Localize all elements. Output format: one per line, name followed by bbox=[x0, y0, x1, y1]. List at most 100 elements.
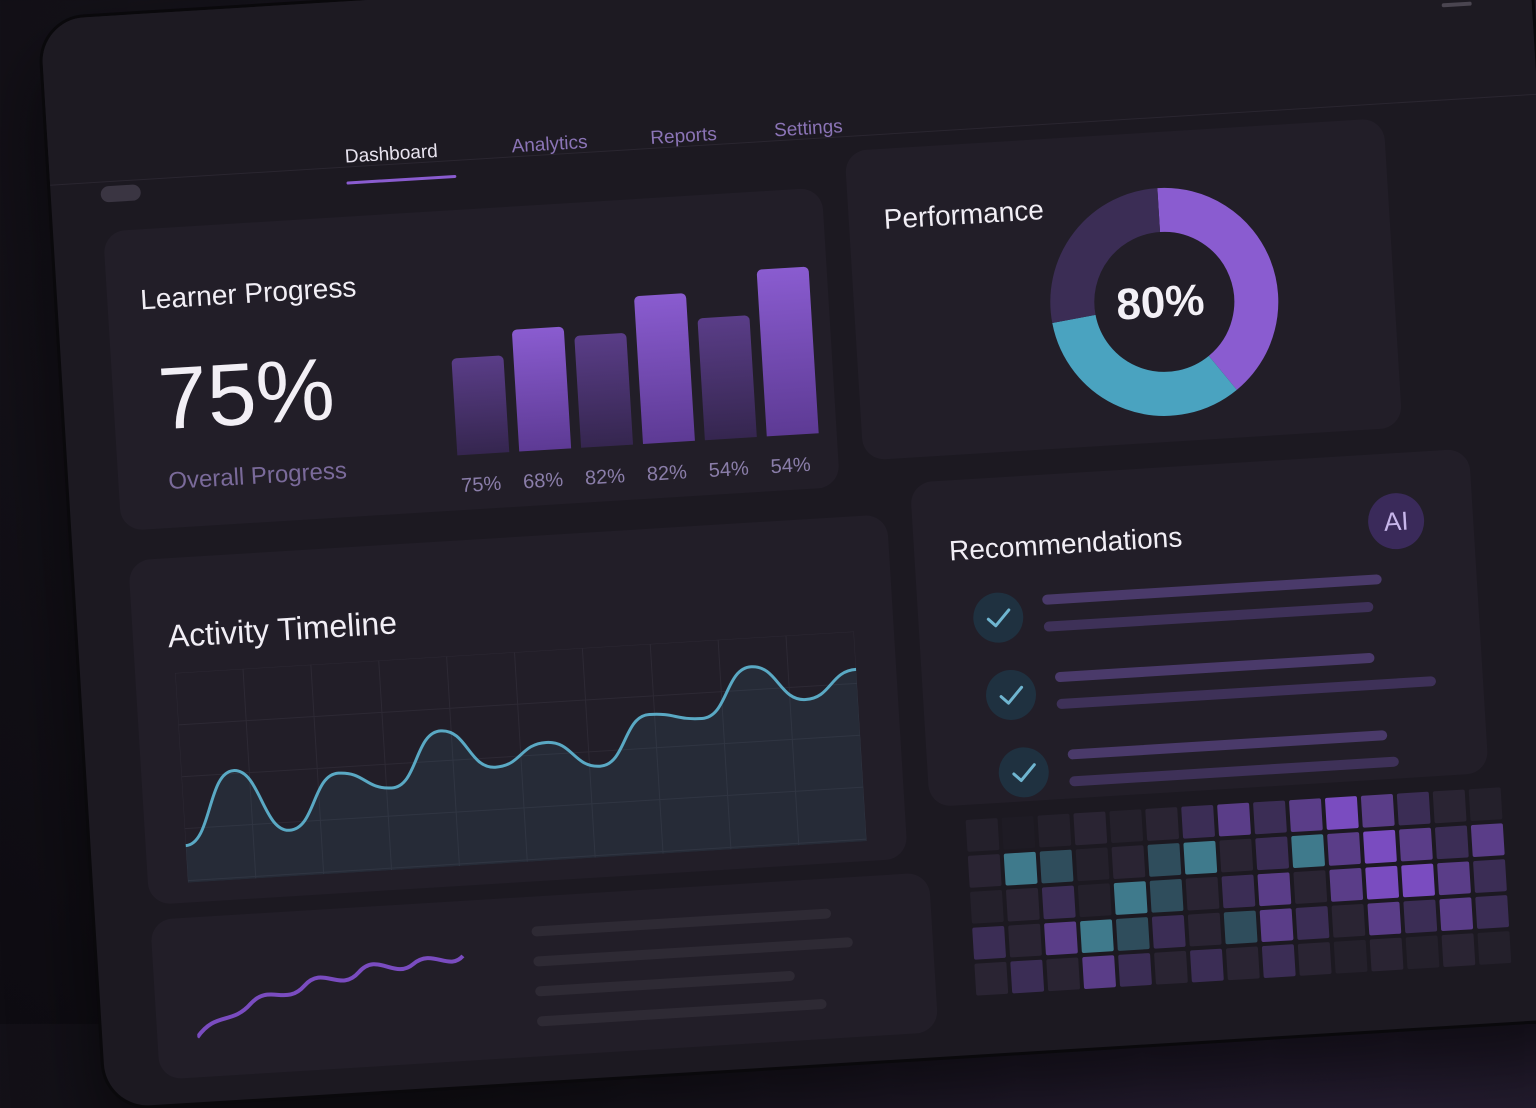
heatmap-cell bbox=[1405, 935, 1440, 970]
heatmap-cell bbox=[1297, 941, 1332, 976]
heatmap-cell bbox=[1261, 944, 1296, 979]
heatmap-cell bbox=[1041, 885, 1076, 920]
grid-line bbox=[242, 668, 257, 879]
heatmap-cell bbox=[1403, 899, 1438, 934]
recommendation-text-line bbox=[1041, 574, 1382, 605]
recommendation-text-line bbox=[1056, 676, 1437, 710]
grid-line bbox=[184, 786, 864, 830]
heatmap-cell bbox=[1044, 921, 1078, 956]
grid-line bbox=[310, 664, 325, 875]
heatmap-cell bbox=[1183, 840, 1218, 875]
tab-settings[interactable]: Settings bbox=[773, 116, 844, 142]
heatmap-cell bbox=[1432, 789, 1467, 824]
progress-bar bbox=[756, 266, 819, 437]
heatmap-cell bbox=[1147, 842, 1182, 877]
grid-line bbox=[187, 838, 867, 882]
heatmap-cell bbox=[1115, 917, 1150, 951]
heatmap-cell bbox=[1288, 798, 1323, 833]
heatmap-cell bbox=[1324, 796, 1359, 830]
performance-card: Performance 80% bbox=[844, 118, 1403, 461]
activity-timeline-title: Activity Timeline bbox=[166, 604, 398, 655]
heatmap-cell bbox=[1434, 825, 1469, 860]
bar-label: 54% bbox=[769, 453, 812, 479]
heatmap-cell bbox=[1295, 906, 1330, 940]
heatmap-cell bbox=[969, 889, 1004, 924]
app-logo-pill bbox=[100, 184, 142, 203]
tab-dashboard[interactable]: Dashboard bbox=[344, 140, 439, 168]
grid-line bbox=[175, 672, 189, 883]
check-icon[interactable] bbox=[997, 745, 1051, 799]
heatmap-cell bbox=[1293, 870, 1328, 905]
recommendation-text-line bbox=[1067, 730, 1388, 760]
heatmap-cell bbox=[1082, 955, 1117, 990]
heatmap-cell bbox=[1217, 802, 1251, 837]
recommendation-text-line bbox=[1043, 601, 1374, 632]
heatmap-cell bbox=[1010, 959, 1045, 994]
heatmap-cell bbox=[1181, 804, 1216, 839]
heatmap-cell bbox=[1113, 881, 1148, 916]
bar-label: 82% bbox=[646, 461, 688, 486]
ai-badge[interactable]: AI bbox=[1366, 491, 1426, 551]
heatmap-cell bbox=[1367, 901, 1402, 936]
placeholder-line bbox=[534, 970, 796, 997]
heatmap-cell bbox=[1365, 865, 1400, 900]
heatmap-cell bbox=[1257, 872, 1292, 907]
heatmap-cell bbox=[967, 853, 1002, 888]
heatmap-cell bbox=[1005, 887, 1040, 922]
heatmap-cell bbox=[1331, 903, 1366, 938]
heatmap-cell bbox=[1327, 831, 1361, 866]
heatmap-cell bbox=[1259, 908, 1294, 943]
heatmap-cell bbox=[1037, 813, 1072, 848]
grid-line bbox=[853, 631, 867, 842]
progress-bar bbox=[697, 314, 757, 441]
performance-value: 80% bbox=[1114, 275, 1206, 330]
check-icon[interactable] bbox=[984, 668, 1038, 722]
grid-line bbox=[513, 652, 528, 862]
overall-progress-label: Overall Progress bbox=[167, 457, 348, 495]
donut-segment bbox=[1050, 188, 1161, 324]
heatmap-cell bbox=[1360, 793, 1395, 828]
grid-line bbox=[378, 660, 393, 871]
heatmap-cell bbox=[972, 925, 1007, 960]
heatmap-cell bbox=[1079, 919, 1114, 954]
bar-label: 54% bbox=[708, 457, 750, 482]
heatmap-cell bbox=[1149, 878, 1184, 913]
heatmap-cell bbox=[1073, 811, 1108, 846]
recommendation-text-line bbox=[1069, 756, 1400, 787]
heatmap-cell bbox=[1225, 946, 1260, 981]
check-icon[interactable] bbox=[971, 591, 1025, 645]
heatmap-cell bbox=[1398, 827, 1433, 862]
tab-analytics[interactable]: Analytics bbox=[510, 131, 589, 158]
heatmap-cell bbox=[1223, 910, 1258, 945]
placeholder-line bbox=[531, 908, 832, 937]
activity-line-chart bbox=[175, 631, 867, 883]
learner-progress-card: Learner Progress 75% Overall Progress 75… bbox=[103, 187, 841, 531]
bottom-chart-card bbox=[150, 872, 939, 1080]
heatmap-cell bbox=[1291, 834, 1326, 869]
heatmap-cell bbox=[1154, 950, 1188, 985]
menu-icon[interactable] bbox=[1441, 0, 1472, 12]
bar-label: 82% bbox=[584, 465, 626, 490]
heatmap-cell bbox=[1118, 952, 1152, 987]
heatmap-cell bbox=[1253, 800, 1287, 835]
recommendation-text-line bbox=[1054, 652, 1375, 683]
heatmap-cell bbox=[1039, 849, 1074, 884]
progress-bar bbox=[633, 293, 695, 444]
grid-line bbox=[178, 682, 858, 726]
grid-line bbox=[446, 656, 460, 867]
tablet-frame: Dashboard Analytics Reports Settings Lea… bbox=[40, 0, 1536, 1108]
heatmap-cell bbox=[1075, 847, 1110, 882]
heatmap-cell bbox=[1109, 809, 1144, 844]
tab-reports[interactable]: Reports bbox=[649, 123, 718, 149]
heatmap-cell bbox=[1185, 876, 1220, 911]
progress-bar bbox=[511, 326, 572, 452]
heatmap-cell bbox=[1255, 836, 1290, 871]
donut-segment bbox=[1157, 187, 1279, 390]
heatmap-cell bbox=[965, 818, 1000, 852]
learner-progress-title: Learner Progress bbox=[139, 271, 358, 316]
overall-progress-value: 75% bbox=[155, 338, 338, 449]
progress-bar bbox=[574, 333, 634, 448]
grid-line bbox=[581, 648, 596, 858]
heatmap-cell bbox=[1401, 863, 1436, 898]
heatmap-cell bbox=[1003, 851, 1038, 886]
